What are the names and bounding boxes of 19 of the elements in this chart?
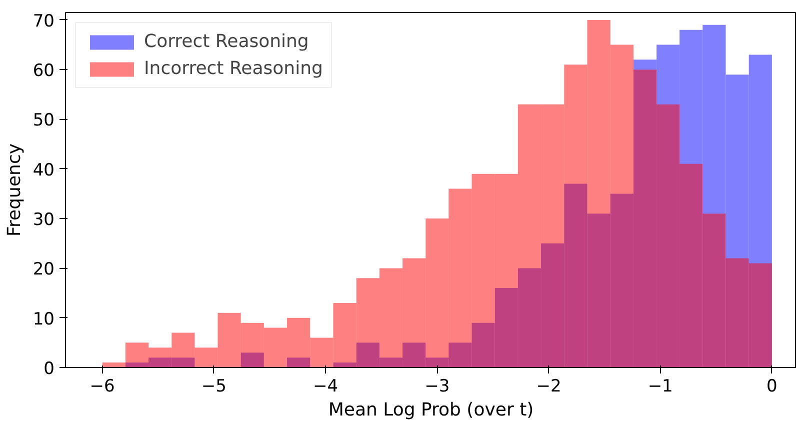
x-tick-label: −1 <box>648 376 673 396</box>
y-tick-label: 10 <box>32 309 55 330</box>
x-tick-label: −2 <box>536 376 562 396</box>
y-tick-label: 0 <box>44 359 55 379</box>
x-axis-title: Mean Log Prob (over t) <box>328 400 534 420</box>
legend-label: Incorrect Reasoning <box>144 58 323 79</box>
y-tick-label: 60 <box>32 61 55 82</box>
legend-label: Correct Reasoning <box>144 31 309 52</box>
y-axis-title: Frequency <box>4 143 25 236</box>
x-tick-label: 0 <box>766 376 778 396</box>
x-tick-label: −6 <box>90 376 115 396</box>
y-tick-label: 50 <box>32 110 55 131</box>
y-tick-label: 20 <box>32 260 55 280</box>
x-tick-label: −3 <box>424 376 450 396</box>
x-tick-label: −5 <box>201 376 226 396</box>
y-tick-label: 30 <box>32 210 55 230</box>
y-tick-label: 70 <box>32 11 55 32</box>
y-tick-label: 40 <box>32 160 55 180</box>
x-tick-label: −4 <box>313 376 338 396</box>
